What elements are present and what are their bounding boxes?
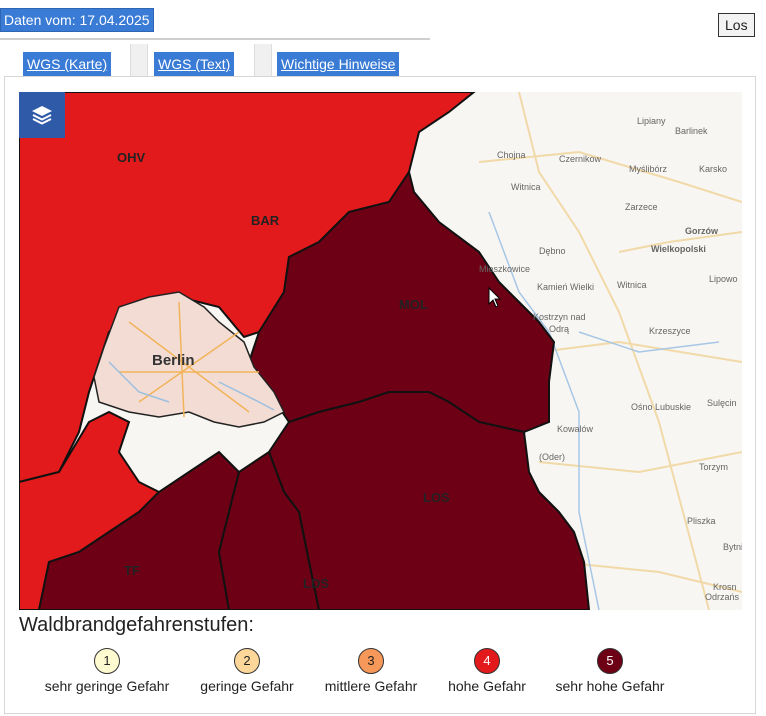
place-label: Krzeszyce [649,326,691,336]
fire-danger-map[interactable]: OHV BAR MOL LOS TF LDS Berlin Lipiany Ba… [19,92,742,610]
legend-item-1: 1 sehr geringe Gefahr [36,648,178,694]
tab-separator [254,44,272,78]
place-label: Kowalów [557,424,594,434]
place-label: Odrzańs [705,592,740,602]
map-canvas[interactable]: OHV BAR MOL LOS TF LDS Berlin Lipiany Ba… [19,92,742,610]
place-label: Kostrzyn nad [533,312,586,322]
tab-wgs-text[interactable]: WGS (Text) [154,52,235,76]
label-los: LOS [423,490,450,505]
place-label: (Oder) [539,452,565,462]
place-label: Lipowo [709,274,738,284]
legend-circle: 4 [474,648,500,674]
place-label: Krosn [713,582,737,592]
berlin-waters [108,361,275,411]
legend-circle: 1 [94,648,120,674]
legend-circle: 5 [597,648,623,674]
legend-item-2: 2 geringe Gefahr [192,648,302,694]
legend-label: geringe Gefahr [200,678,294,694]
tab-wgs-map[interactable]: WGS (Karte) [23,52,112,76]
place-label: Odrą [549,324,569,334]
legend-label: hohe Gefahr [448,678,526,694]
place-label: Kamień Wielki [537,282,594,292]
place-label: Myślibórz [629,164,668,174]
place-label: Chojna [497,150,526,160]
mouse-cursor-icon [488,286,502,308]
place-label: Gorzów [685,226,719,236]
poland-place-labels: Lipiany Barlinek Chojna Czernikow Myślib… [479,116,742,602]
place-label: Bytni [723,542,742,552]
legend-title: Waldbrandgefahrenstufen: [19,614,254,636]
place-label: Czernikow [559,154,602,164]
place-label: Wielkopolski [651,244,706,254]
legend-circle: 2 [234,648,260,674]
place-label: Lipiany [637,116,666,126]
legend-label: mittlere Gefahr [324,678,418,694]
layers-icon [32,106,52,125]
place-label: Barlinek [675,126,708,136]
berlin-roads [119,301,259,418]
legend-item-4: 4 hohe Gefahr [440,648,534,694]
place-label: Ośno Lubuskie [631,402,691,412]
label-berlin: Berlin [152,352,195,369]
district-lds[interactable] [217,450,321,610]
date-select[interactable]: Daten vom: 17.04.2025 [0,8,154,32]
layers-button[interactable] [19,92,65,138]
legend-label: sehr hohe Gefahr [555,678,665,694]
place-label: Dębno [539,246,566,256]
go-button[interactable]: Los [718,13,755,37]
legend-item-3: 3 mittlere Gefahr [314,648,428,694]
label-bar: BAR [251,213,280,228]
place-label: Pliszka [687,516,716,526]
label-lds: LDS [303,576,329,591]
place-label: Witnica [511,182,541,192]
legend-circle: 3 [358,648,384,674]
legend-label: sehr geringe Gefahr [44,678,170,694]
place-label: Karsko [699,164,727,174]
place-label: Zarzece [625,202,658,212]
label-ohv: OHV [117,150,146,165]
legend-item-5: 5 sehr hohe Gefahr [546,648,674,694]
place-label: Witnica [617,280,647,290]
tab-bar: WGS (Karte) WGS (Text) Wichtige Hinweise [0,38,430,78]
place-label: Mieszkowice [479,264,530,274]
place-label: Torzym [699,462,728,472]
rivers [488,211,720,610]
place-label: Sulęcin [707,398,737,408]
road-network [478,92,742,610]
label-tf: TF [124,563,140,578]
tab-separator [130,44,148,78]
label-mol: MOL [399,297,428,312]
tab-important-notes[interactable]: Wichtige Hinweise [277,52,400,76]
